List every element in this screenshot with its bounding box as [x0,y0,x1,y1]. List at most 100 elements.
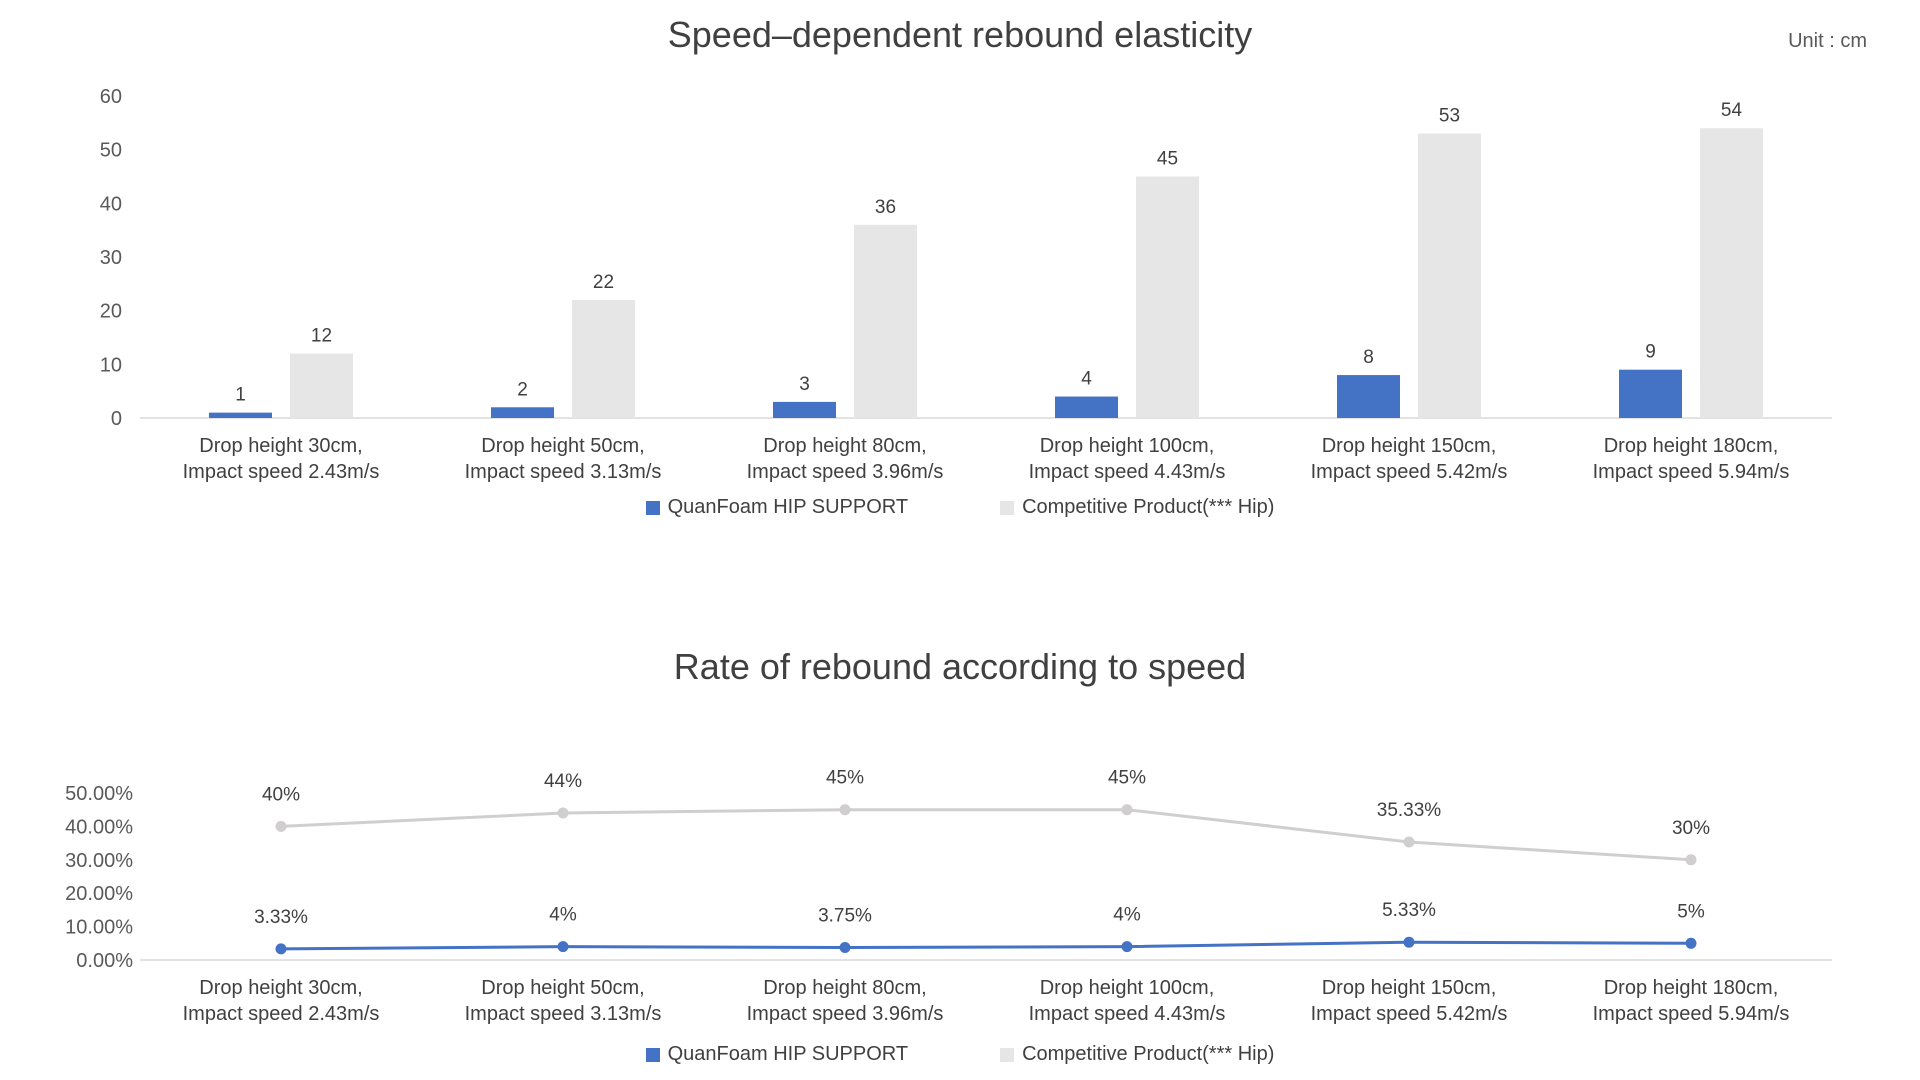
bar-series-1 [209,412,272,418]
bar-series-2 [1136,176,1199,418]
x-tick-label: Impact speed 5.42m/s [1311,461,1508,483]
x-tick-label: Drop height 50cm, [481,977,644,999]
x-tick-label: Impact speed 2.43m/s [183,461,380,483]
data-label-series-1: 2 [517,379,528,400]
legend-item-series-2: Competitive Product(*** Hip) [1000,1043,1274,1066]
bar-series-1 [773,401,836,418]
y-tick-label: 40.00% [65,816,133,838]
legend-item-series-1: QuanFoam HIP SUPPORT [645,1043,909,1066]
legend-swatch-series-1 [645,500,660,515]
y-tick-label: 40 [100,193,122,215]
y-tick-label: 60 [100,86,122,108]
line-chart-title: Rate of rebound according to speed [673,646,1247,687]
point-series-2 [839,804,851,816]
x-tick-label: Impact speed 3.13m/s [465,461,662,483]
legend-swatch-series-2 [1000,1047,1015,1062]
x-tick-label: Drop height 100cm, [1040,435,1215,457]
data-label-series-2: 53 [1439,106,1460,127]
bar-series-2 [854,224,917,418]
point-series-1 [1121,941,1133,953]
x-tick-label: Drop height 180cm, [1604,435,1779,457]
data-label-series-1: 5% [1677,901,1705,922]
line-series-1 [280,940,1692,951]
data-label-series-1: 4% [1113,905,1141,926]
bar-series-1 [1055,396,1118,418]
bar-chart-panel: Speed–dependent rebound elasticity Unit … [0,14,1920,519]
point-series-2 [1685,854,1697,866]
x-tick-label: Impact speed 3.96m/s [747,461,944,483]
data-label-series-1: 1 [235,385,246,406]
data-label-series-1: 9 [1645,342,1656,363]
line-chart: 0.00% 10.00% 20.00% 30.00% 40.00% 50.00% 40% 44… [65,768,1832,1025]
bar-series-1 [1337,375,1400,418]
y-tick-label: 20 [100,301,122,323]
unit-label: Unit : cm [1788,30,1867,52]
data-label-series-2: 45% [826,768,864,789]
point-series-1 [839,941,851,953]
point-series-1 [557,941,569,953]
data-label-series-1: 3.33% [254,907,308,928]
y-tick-label: 0.00% [76,950,133,972]
x-tick-label: Impact speed 4.43m/s [1029,1003,1226,1025]
y-tick-label: 0 [111,408,122,430]
y-tick-label: 30 [100,247,122,269]
bar-series-2 [1700,128,1763,418]
legend-label-series-2: Competitive Product(*** Hip) [1022,1043,1275,1065]
bar-series-2 [1418,133,1481,419]
x-tick-label: Impact speed 5.42m/s [1311,1003,1508,1025]
legend-swatch-series-1 [645,1047,660,1062]
x-tick-label: Drop height 180cm, [1604,977,1779,999]
y-tick-label: 20.00% [65,883,133,905]
data-label-series-1: 5.33% [1382,900,1436,921]
x-tick-label: Impact speed 3.13m/s [465,1003,662,1025]
bar-series-2 [290,353,353,418]
line-series-2 [280,808,1692,862]
data-label-series-1: 3.75% [818,905,872,926]
x-tick-label: Drop height 80cm, [763,435,926,457]
bar-chart: 0 10 20 30 40 50 60 1 12 Drop height 30cm, Impact … [100,86,1832,483]
x-tick-label: Drop height 50cm, [481,435,644,457]
bar-series-1 [1619,369,1682,418]
bar-chart-title: Speed–dependent rebound elasticity [667,14,1253,55]
data-label-series-2: 30% [1672,818,1710,839]
x-tick-label: Drop height 150cm, [1322,977,1497,999]
legend-label-series-1: QuanFoam HIP SUPPORT [667,496,909,518]
point-series-2 [275,820,287,832]
y-tick-label: 50 [100,140,122,162]
bar-chart-legend: QuanFoam HIP SUPPORT Competitive Product… [0,496,1920,519]
data-label-series-2: 45 [1157,149,1178,170]
data-label-series-2: 54 [1721,100,1743,121]
x-tick-label: Drop height 80cm, [763,977,926,999]
data-label-series-2: 12 [311,326,332,347]
bar-series-1 [491,407,554,418]
data-label-series-2: 45% [1108,768,1146,789]
point-series-2 [1403,836,1415,848]
legend-label-series-1: QuanFoam HIP SUPPORT [667,1043,909,1065]
x-tick-label: Drop height 100cm, [1040,977,1215,999]
point-series-1 [275,943,287,955]
x-tick-label: Impact speed 5.94m/s [1593,461,1790,483]
x-tick-label: Impact speed 4.43m/s [1029,461,1226,483]
y-tick-label: 10 [100,354,122,376]
data-label-series-1: 8 [1363,347,1374,368]
x-tick-label: Drop height 30cm, [199,435,362,457]
y-tick-label: 50.00% [65,783,133,805]
x-tick-label: Impact speed 3.96m/s [747,1003,944,1025]
legend-item-series-2: Competitive Product(*** Hip) [1000,496,1274,519]
data-label-series-2: 22 [593,272,614,293]
point-series-2 [557,807,569,819]
line-chart-panel: Rate of rebound according to speed 0.00%… [0,620,1920,1080]
legend-item-series-1: QuanFoam HIP SUPPORT [645,496,909,519]
legend-label-series-2: Competitive Product(*** Hip) [1022,496,1275,518]
data-label-series-2: 44% [544,771,582,792]
point-series-1 [1403,936,1415,948]
bar-series-2 [572,299,635,418]
x-tick-label: Drop height 30cm, [199,977,362,999]
y-tick-label: 10.00% [65,917,133,939]
y-tick-label: 30.00% [65,850,133,872]
x-tick-label: Impact speed 5.94m/s [1593,1003,1790,1025]
point-series-1 [1685,937,1697,949]
data-label-series-1: 4% [549,905,577,926]
x-tick-label: Impact speed 2.43m/s [183,1003,380,1025]
x-tick-label: Drop height 150cm, [1322,435,1497,457]
